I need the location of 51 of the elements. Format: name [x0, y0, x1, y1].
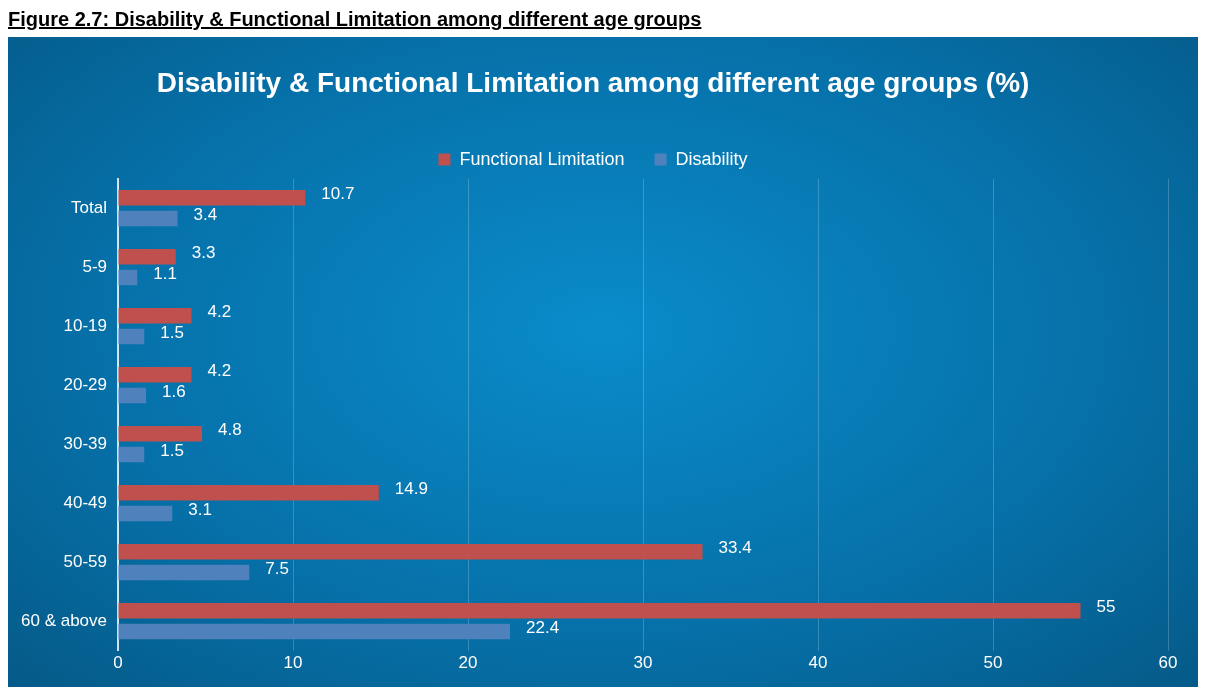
- bar: [118, 603, 1081, 619]
- data-label: 14.9: [394, 479, 428, 499]
- data-label: 4.2: [207, 361, 232, 381]
- data-label: 7.5: [265, 559, 289, 579]
- y-tick-label: 5-9: [82, 256, 108, 276]
- y-tick-label: 40-49: [63, 492, 108, 512]
- bar: [118, 190, 306, 206]
- data-label: 3.4: [193, 205, 218, 225]
- y-tick-label: 10-19: [63, 315, 108, 335]
- x-tick-label: 60: [1158, 653, 1178, 673]
- legend-label: Functional Limitation: [459, 148, 625, 169]
- bar: [118, 426, 203, 442]
- data-label: 55: [1096, 597, 1116, 617]
- bar: [118, 446, 145, 463]
- y-tick-label: Total: [71, 197, 108, 217]
- data-label: 1.5: [160, 441, 184, 461]
- x-tick-label: 30: [633, 653, 653, 673]
- data-label: 10.7: [321, 184, 355, 204]
- bar: [118, 623, 511, 640]
- bar: [118, 249, 176, 265]
- caption: Figure 2.7: Disability & Functional Limitation among different age groups: [8, 8, 703, 31]
- y-tick-label: 30-39: [63, 433, 108, 453]
- bar: [118, 210, 178, 227]
- x-tick-label: 20: [458, 653, 478, 673]
- bar: [118, 505, 173, 522]
- data-label: 1.6: [162, 382, 186, 402]
- data-label: 1.5: [160, 323, 184, 343]
- bar: [118, 269, 138, 286]
- data-label: 33.4: [718, 538, 752, 558]
- bar: [118, 308, 192, 324]
- chart-title: Disability & Functional Limitation among different age groups (%): [156, 66, 1030, 98]
- x-tick-label: 10: [283, 653, 303, 673]
- x-tick-label: 40: [808, 653, 828, 673]
- bar: [118, 387, 147, 404]
- data-label: 3.3: [191, 243, 216, 263]
- data-label: 1.1: [153, 264, 177, 284]
- bar: [118, 367, 192, 383]
- data-label: 3.1: [188, 500, 212, 520]
- y-tick-label: 20-29: [63, 374, 108, 394]
- bar: [118, 544, 703, 560]
- x-tick-label: 50: [983, 653, 1003, 673]
- data-label: 4.2: [207, 302, 232, 322]
- legend-label: Disability: [675, 148, 748, 169]
- data-label: 4.8: [218, 420, 242, 440]
- bar: [118, 485, 379, 501]
- y-tick-label: 60 & above: [21, 610, 108, 630]
- bar: [118, 564, 250, 581]
- bar: [118, 328, 145, 345]
- data-label: 22.4: [526, 618, 560, 638]
- y-tick-label: 50-59: [63, 551, 108, 571]
- x-tick-label: 0: [113, 653, 123, 673]
